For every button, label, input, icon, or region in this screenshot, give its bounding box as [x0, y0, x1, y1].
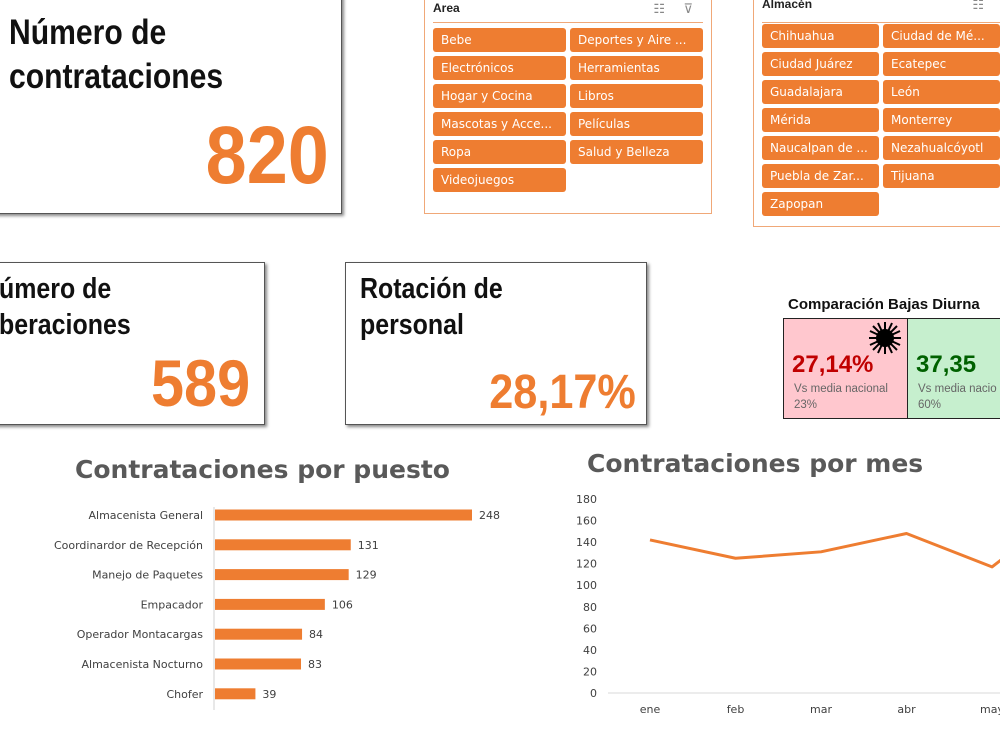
bar-category-label: Almacenista Nocturno: [82, 658, 204, 671]
kpi-value: 820: [205, 110, 329, 201]
slicer-almacen-item[interactable]: Ciudad de Mé...: [883, 24, 1000, 48]
bar: [215, 509, 472, 521]
slicer-area-item[interactable]: Películas: [570, 112, 703, 136]
comparacion-left-value: 27,14%: [792, 351, 874, 378]
x-tick-label: abr: [897, 703, 916, 716]
slicer-area-item[interactable]: Ropa: [433, 140, 566, 164]
kpi-title-line2: personal: [360, 309, 464, 342]
bar: [215, 628, 303, 640]
y-tick-label: 180: [576, 493, 597, 506]
chart-mes: 0 20 40 60 80 100 120 140 160 180 ene feb mar abr may: [576, 493, 1000, 716]
slicer-almacen-item[interactable]: Guadalajara: [762, 80, 879, 104]
bar-category-label: Coordinardor de Recepción: [54, 539, 203, 552]
slicer-almacen-item[interactable]: León: [883, 80, 1000, 104]
slicer-area-item[interactable]: Bebe: [433, 28, 566, 52]
slicer-area-item[interactable]: Libros: [570, 84, 703, 108]
chart-puesto: Almacenista General 248 Coordinardor de Re…: [54, 507, 500, 710]
series-line: [649, 531, 1000, 569]
slicer-title: Area: [433, 1, 460, 15]
x-tick-label: mar: [810, 703, 832, 716]
bar-category-label: Chofer: [166, 688, 203, 701]
sun-icon: [868, 321, 902, 355]
slicer-area-item[interactable]: Deportes y Aire ...: [570, 28, 703, 52]
bar-category-label: Empacador: [141, 598, 204, 611]
bar-value-label: 84: [309, 628, 323, 641]
y-tick-label: 20: [583, 665, 597, 678]
slicer-almacen-item[interactable]: Monterrey: [883, 108, 1000, 132]
kpi-title-line2: beraciones: [0, 309, 131, 342]
kpi-card-liberaciones: úmero de beraciones 589: [0, 262, 265, 425]
slicer-almacen-item[interactable]: Ecatepec: [883, 52, 1000, 76]
kpi-value: 28,17%: [489, 366, 636, 419]
bar-value-label: 248: [479, 509, 500, 522]
slicer-almacen-item[interactable]: Zapopan: [762, 192, 879, 216]
slicer-area-item[interactable]: Videojuegos: [433, 168, 566, 192]
slicer-almacen-item[interactable]: Chihuahua: [762, 24, 879, 48]
slicer-area-item[interactable]: Electrónicos: [433, 56, 566, 80]
comparacion-title: Comparación Bajas Diurna: [788, 296, 980, 313]
slicer-area-item[interactable]: Mascotas y Acce...: [433, 112, 566, 136]
slicer-header: Almacén ☷ ⊽: [762, 0, 1000, 23]
slicer-area-item[interactable]: Salud y Belleza: [570, 140, 703, 164]
y-tick-label: 140: [576, 536, 597, 549]
kpi-title-line1: Rotación de: [360, 273, 503, 305]
slicer-almacen-item[interactable]: Puebla de Zar...: [762, 164, 879, 188]
kpi-value: 589: [150, 346, 250, 420]
kpi-title-line1: úmero de: [0, 273, 112, 305]
chart-mes-title: Contrataciones por mes: [587, 449, 924, 478]
slicer-area: Area ☷ ⊽ Bebe Deportes y Aire ... Electrón…: [424, 0, 712, 214]
kpi-title: Número de contrataciones: [9, 11, 223, 99]
bar-value-label: 39: [262, 688, 276, 701]
slicer-almacen-item[interactable]: Ciudad Juárez: [762, 52, 879, 76]
comparacion-right-value: 37,35: [916, 351, 977, 378]
bar-category-label: Manejo de Paquetes: [92, 569, 203, 582]
kpi-card-rotacion: Rotación de personal 28,17%: [345, 262, 647, 425]
multi-select-icon[interactable]: ☷: [972, 0, 984, 12]
y-tick-label: 160: [576, 515, 597, 528]
comparacion-left-box: 27,14% Vs media nacional 23%: [783, 318, 909, 419]
bar-category-label: Operador Montacargas: [77, 628, 203, 641]
bar: [215, 569, 349, 581]
y-tick-label: 100: [576, 579, 597, 592]
bar: [215, 688, 256, 700]
kpi-title: Rotación de personal: [360, 271, 503, 344]
slicer-almacen-item[interactable]: Tijuana: [883, 164, 1000, 188]
bar-value-label: 131: [358, 539, 379, 552]
comparacion-right-nacional: 60%: [918, 399, 942, 411]
slicer-almacen-item[interactable]: Nezahualcóyotl: [883, 136, 1000, 160]
x-tick-label: ene: [640, 703, 661, 716]
slicer-header: Area ☷ ⊽: [433, 1, 703, 23]
slicer-area-item[interactable]: Herramientas: [570, 56, 703, 80]
slicer-title: Almacén: [762, 0, 813, 11]
y-tick-label: 60: [583, 622, 597, 635]
y-tick-label: 0: [590, 687, 597, 700]
kpi-title: úmero de beraciones: [0, 271, 131, 344]
bar: [215, 658, 302, 670]
y-tick-label: 40: [583, 644, 597, 657]
clear-filter-icon[interactable]: ⊽: [683, 1, 693, 16]
bar: [215, 539, 351, 551]
chart-puesto-title: Contrataciones por puesto: [75, 455, 450, 484]
comparacion-right-label: Vs media nacio: [918, 383, 997, 395]
bar-value-label: 106: [332, 598, 353, 611]
kpi-title-line2: contrataciones: [9, 56, 224, 96]
bar-value-label: 83: [308, 658, 322, 671]
bar-value-label: 129: [356, 569, 377, 582]
kpi-title-line1: Número de: [9, 13, 167, 52]
slicer-area-item[interactable]: Hogar y Cocina: [433, 84, 566, 108]
comparacion-left-nacional: 23%: [794, 399, 818, 411]
kpi-card-contrataciones: Número de contrataciones 820: [0, 0, 342, 214]
y-tick-label: 120: [576, 558, 597, 571]
x-tick-label: feb: [727, 703, 745, 716]
bar-category-label: Almacenista General: [88, 509, 203, 522]
slicer-almacen-item[interactable]: Mérida: [762, 108, 879, 132]
y-tick-label: 80: [583, 601, 597, 614]
multi-select-icon[interactable]: ☷: [653, 1, 665, 16]
x-tick-label: may: [980, 703, 1000, 716]
comparacion-left-label: Vs media nacional: [794, 383, 888, 395]
comparacion-right-box: 37,35 Vs media nacio 60%: [907, 318, 1000, 419]
slicer-almacen-item[interactable]: Naucalpan de ...: [762, 136, 879, 160]
bar: [215, 598, 325, 610]
